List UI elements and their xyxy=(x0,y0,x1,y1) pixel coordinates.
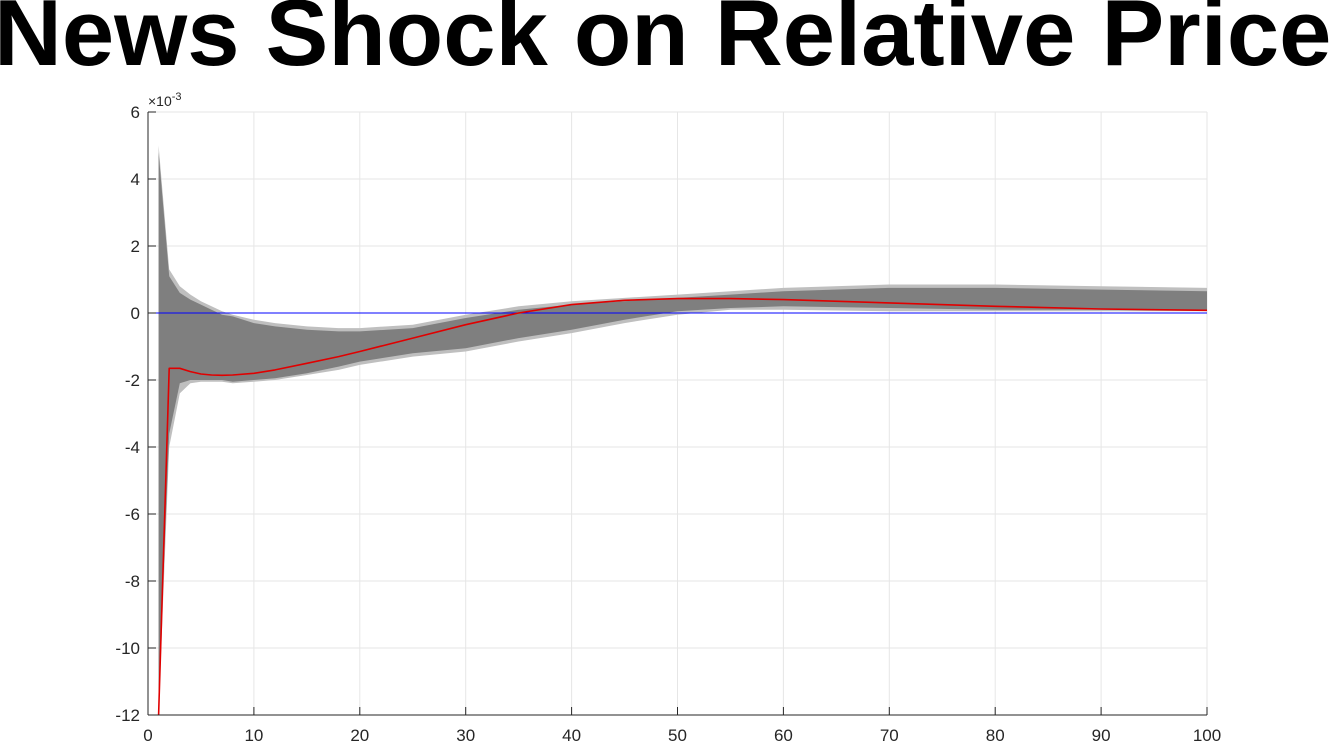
y-tick-label: -6 xyxy=(125,505,140,524)
median-response-line xyxy=(157,297,1208,716)
x-tick-label: 80 xyxy=(986,726,1005,743)
y-tick-label: -8 xyxy=(125,572,140,591)
x-tick-label: 0 xyxy=(143,726,152,743)
y-exponent-label: ×10-3 xyxy=(148,91,182,109)
x-tick-label: 90 xyxy=(1092,726,1111,743)
y-tick-label: 2 xyxy=(131,237,140,256)
confidence-bands xyxy=(158,145,1208,715)
x-tick-label: 100 xyxy=(1193,726,1221,743)
tick-labels: 0 10 20 30 40 50 60 70 80 90 100 -12 -10 -8 -6 -4 -2 0 2 4 6 xyxy=(115,103,1221,743)
outer-confidence-band xyxy=(158,145,1208,715)
axes-layer xyxy=(147,111,1208,716)
x-tick-label: 10 xyxy=(244,726,263,743)
x-tick-label: 60 xyxy=(774,726,793,743)
chart-title: News Shock on Relative Price xyxy=(0,0,1332,85)
y-tick-label: 6 xyxy=(131,103,140,122)
y-tick-label: -4 xyxy=(125,438,140,457)
x-tick-label: 70 xyxy=(880,726,899,743)
y-tick-label: 4 xyxy=(131,170,140,189)
x-tick-label: 20 xyxy=(350,726,369,743)
y-tick-label: -10 xyxy=(115,639,140,658)
x-tick-label: 30 xyxy=(456,726,475,743)
series-lines xyxy=(157,297,1208,716)
y-tick-label: 0 xyxy=(131,304,140,323)
x-tick-label: 50 xyxy=(668,726,687,743)
inner-confidence-band xyxy=(158,152,1208,699)
y-tick-label: -2 xyxy=(125,371,140,390)
x-tick-label: 40 xyxy=(562,726,581,743)
grid-layer xyxy=(147,111,1208,716)
exponent-power: -3 xyxy=(172,91,182,103)
exponent-base: ×10 xyxy=(148,93,172,109)
y-tick-label: -12 xyxy=(115,706,140,725)
